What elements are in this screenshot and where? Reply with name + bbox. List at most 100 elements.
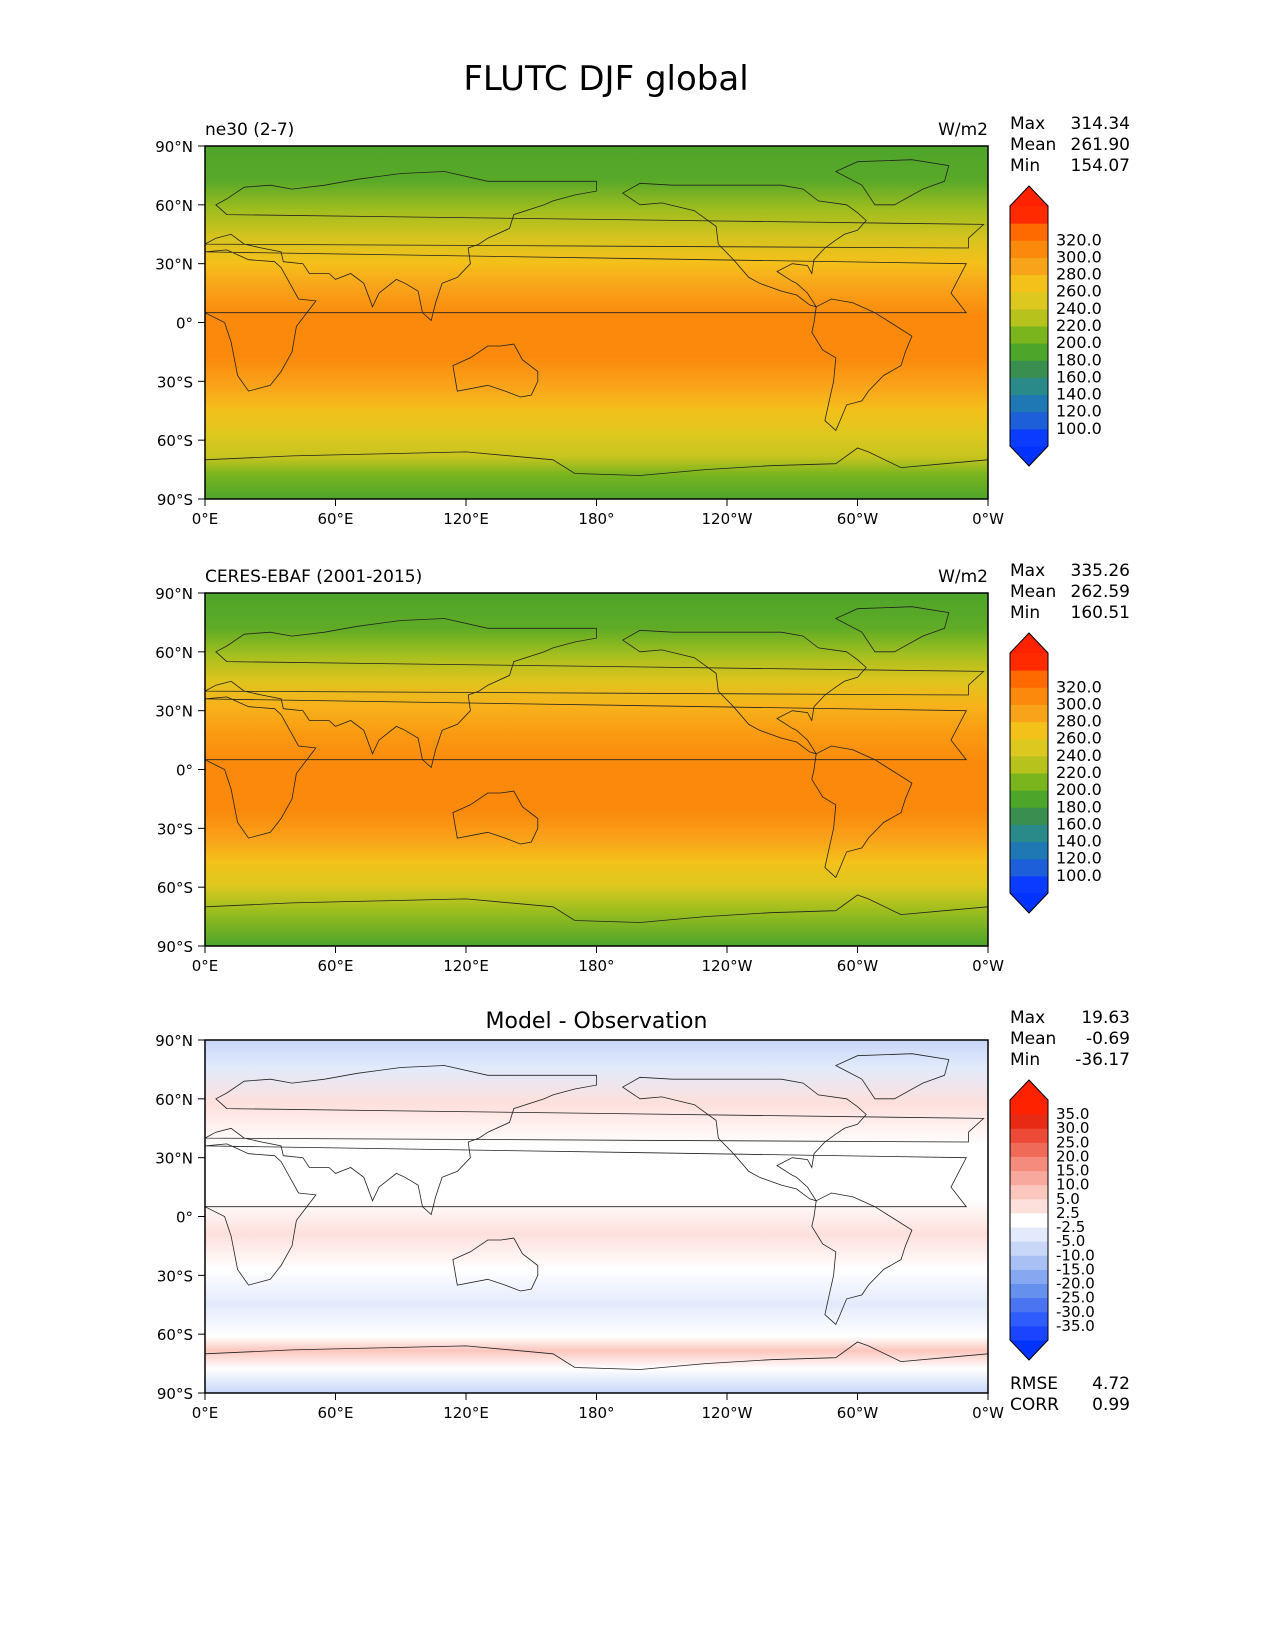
colorbar-segment <box>1010 755 1048 774</box>
coastline-greenland <box>834 606 950 653</box>
colorbar-max-arrow <box>1010 1080 1048 1100</box>
panel-model: 90°N 60°N 30°N 0° 30°S 60°S 90°S0°E 60°E 120°E 18… <box>155 114 1130 528</box>
y-tick-label: 90°N <box>155 1032 193 1050</box>
colorbar-tick-label: -35.0 <box>1056 1317 1095 1335</box>
colorbar-tick-label: 180.0 <box>1056 797 1102 816</box>
colorbar-tick-label: 160.0 <box>1056 814 1102 833</box>
colorbar-tick-label: -10.0 <box>1056 1246 1095 1264</box>
x-tick-label: 0°E <box>192 510 219 528</box>
stat-label: CORR <box>1010 1395 1059 1415</box>
coastline-australia <box>452 343 539 398</box>
colorbar-tick-label: -20.0 <box>1056 1275 1095 1293</box>
x-tick-label: 60°E <box>317 1404 353 1422</box>
colorbar-tick-label: 220.0 <box>1056 763 1102 782</box>
y-tick-label: 90°N <box>155 585 193 603</box>
colorbar: 100.0120.0140.0160.0180.0200.0220.0240.0… <box>1009 185 1102 467</box>
x-tick-label: 180° <box>578 510 614 528</box>
colorbar-segment <box>1010 428 1048 447</box>
panel-units: W/m2 <box>938 120 988 140</box>
colorbar-tick-label: 220.0 <box>1056 316 1102 335</box>
coastline-greenland <box>834 1053 950 1100</box>
colorbar-tick-label: -30.0 <box>1056 1303 1095 1321</box>
y-tick-label: 90°N <box>155 138 193 156</box>
x-tick-label: 0°W <box>972 1404 1004 1422</box>
colorbar: -35.0-30.0-25.0-20.0-15.0-10.0-5.0-2.52.… <box>1009 1079 1095 1361</box>
colorbar-segment <box>1010 206 1048 224</box>
coastlines <box>205 606 988 923</box>
colorbar-max-arrow <box>1010 186 1048 206</box>
colorbar-segment <box>1010 1311 1048 1327</box>
colorbar-tick-label: 5.0 <box>1056 1190 1080 1208</box>
colorbar-segment <box>1010 1297 1048 1313</box>
stat-label: Min <box>1010 1050 1040 1070</box>
coastline-samerica <box>811 1192 913 1326</box>
coastline-namerica <box>621 1076 867 1202</box>
x-tick-label: 0°E <box>192 957 219 975</box>
colorbar-segment <box>1010 824 1048 843</box>
coastline-australia <box>452 1237 539 1292</box>
y-tick-label: 30°N <box>155 1150 193 1168</box>
colorbar-max-arrow <box>1010 633 1048 653</box>
colorbar-min-arrow <box>1010 893 1048 913</box>
colorbar-min-arrow <box>1010 1340 1048 1360</box>
colorbar-tick-label: 140.0 <box>1056 385 1102 404</box>
x-tick-label: 0°W <box>972 957 1004 975</box>
colorbar-segment <box>1010 841 1048 860</box>
coastline-eurasia <box>205 1065 985 1216</box>
colorbar-segment <box>1010 670 1048 688</box>
colorbar-outline <box>1009 1079 1049 1361</box>
colorbar-segment <box>1010 1170 1048 1186</box>
coastline-samerica <box>811 298 913 432</box>
colorbar-tick-label: -5.0 <box>1056 1232 1085 1250</box>
y-tick-label: 60°N <box>155 644 193 662</box>
coastline-africa <box>205 249 968 392</box>
colorbar-segment <box>1010 858 1048 877</box>
map-field <box>205 593 988 946</box>
colorbar-segment <box>1010 377 1048 396</box>
y-tick-label: 30°S <box>157 820 193 838</box>
y-tick-label: 0° <box>176 1209 193 1227</box>
coastline-eurasia <box>205 618 985 769</box>
colorbar-segment <box>1010 790 1048 808</box>
colorbar-segment <box>1010 308 1048 327</box>
map-field <box>205 146 988 499</box>
colorbar-segment <box>1010 291 1048 310</box>
colorbar-tick-label: 300.0 <box>1056 247 1102 266</box>
coastline-antarctica <box>205 894 988 923</box>
colorbar-segment <box>1010 1227 1048 1242</box>
colorbar-segment <box>1010 1255 1048 1270</box>
colorbar-tick-label: 260.0 <box>1056 729 1102 748</box>
colorbar-tick-label: 100.0 <box>1056 419 1102 438</box>
coastlines <box>205 159 988 476</box>
panel-center-label: Model - Observation <box>486 1009 708 1034</box>
x-tick-label: 120°E <box>443 1404 489 1422</box>
stat-label: Max <box>1010 114 1045 134</box>
x-tick-label: 180° <box>578 1404 614 1422</box>
x-tick-label: 180° <box>578 957 614 975</box>
colorbar-tick-label: -25.0 <box>1056 1289 1095 1307</box>
colorbar: 100.0120.0140.0160.0180.0200.0220.0240.0… <box>1009 632 1102 914</box>
y-tick-label: 30°N <box>155 703 193 721</box>
y-tick-label: 90°S <box>157 491 193 509</box>
x-tick-label: 120°E <box>443 957 489 975</box>
stat-label: Mean <box>1010 582 1056 602</box>
colorbar-segment <box>1010 653 1048 671</box>
colorbar-tick-label: -2.5 <box>1056 1218 1085 1236</box>
colorbar-tick-label: 240.0 <box>1056 746 1102 765</box>
colorbar-segment <box>1010 687 1048 705</box>
stat-label: RMSE <box>1010 1374 1058 1394</box>
coastline-namerica <box>621 629 867 755</box>
colorbar-segment <box>1010 240 1048 258</box>
colorbar-segment <box>1010 875 1048 894</box>
y-tick-label: 60°S <box>157 1326 193 1344</box>
colorbar-tick-label: 10.0 <box>1056 1176 1089 1194</box>
y-tick-label: 30°N <box>155 256 193 274</box>
colorbar-segment <box>1010 1241 1048 1256</box>
y-tick-label: 30°S <box>157 373 193 391</box>
coastline-samerica <box>811 745 913 879</box>
colorbar-tick-label: 240.0 <box>1056 299 1102 318</box>
stat-value: 4.72 <box>1092 1374 1130 1394</box>
colorbar-tick-label: 2.5 <box>1056 1204 1080 1222</box>
y-tick-label: 0° <box>176 762 193 780</box>
